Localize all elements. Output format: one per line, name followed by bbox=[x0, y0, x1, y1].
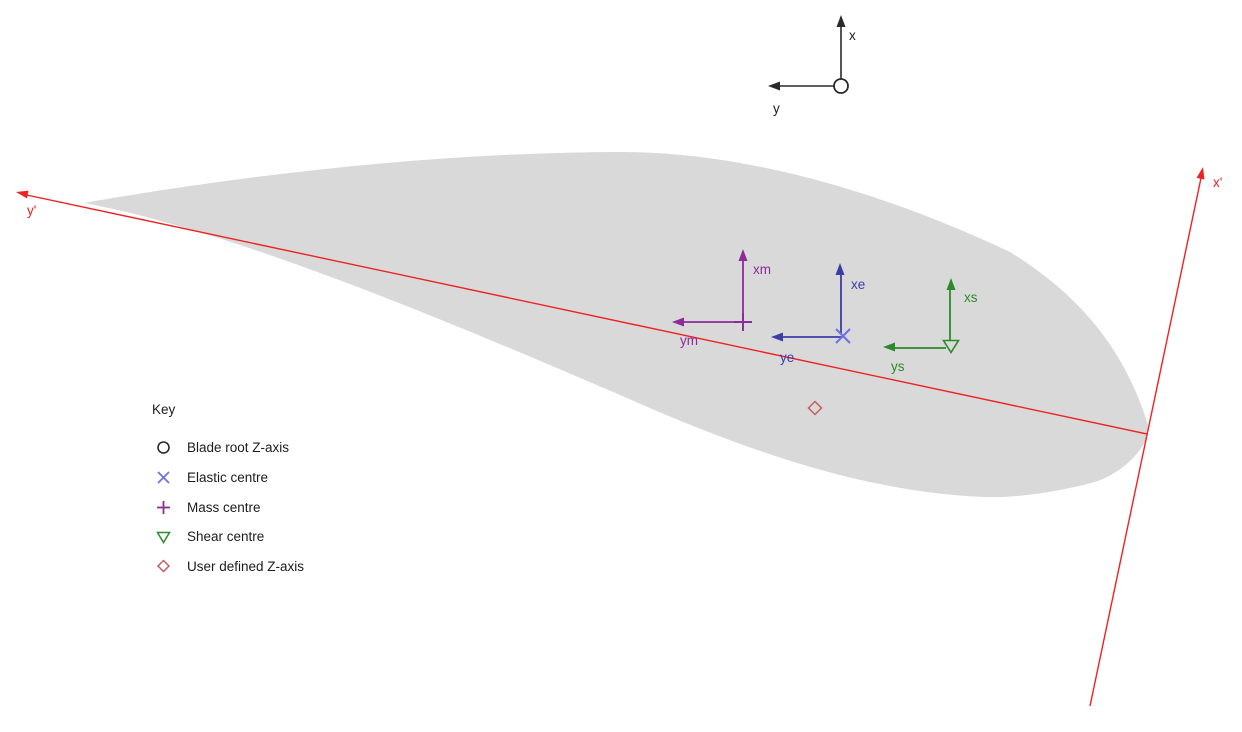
blade-root-axes: x y bbox=[768, 15, 856, 116]
diamond-icon bbox=[156, 559, 171, 573]
circle-icon bbox=[157, 441, 170, 454]
blade-root-origin-marker bbox=[833, 78, 849, 94]
shear-y-axis-arrowhead bbox=[883, 342, 895, 352]
blade-root-x-axis-arrowhead bbox=[836, 15, 846, 27]
rotated-axes: y' x' bbox=[16, 167, 1222, 707]
legend-label: Elastic centre bbox=[187, 470, 268, 485]
rotated-x-axis-label: x' bbox=[1213, 175, 1222, 190]
shear-y-axis-label: ys bbox=[891, 359, 905, 374]
rotated-y-axis-line bbox=[21, 193, 1148, 435]
mass-centre-axes: xm ym bbox=[672, 249, 771, 348]
legend: Key Blade root Z-axis Elastic centre Mas… bbox=[152, 402, 304, 574]
blade-aerofoil-shape bbox=[84, 152, 1149, 498]
rotated-x-axis-line bbox=[1089, 177, 1202, 707]
legend-title: Key bbox=[152, 402, 176, 417]
legend-label: Shear centre bbox=[187, 529, 264, 544]
legend-row-user-defined: User defined Z-axis bbox=[156, 559, 304, 574]
blade-root-y-axis-label: y bbox=[773, 101, 780, 116]
shear-centre-axes: xs ys bbox=[883, 278, 978, 374]
legend-label: Blade root Z-axis bbox=[187, 440, 289, 455]
blade-root-x-axis-label: x bbox=[849, 28, 856, 43]
mass-x-axis-label: xm bbox=[753, 262, 771, 277]
elastic-centre-x-marker bbox=[835, 328, 851, 344]
legend-row-mass: Mass centre bbox=[157, 500, 261, 515]
legend-row-shear: Shear centre bbox=[156, 529, 264, 544]
shear-x-axis-label: xs bbox=[964, 290, 978, 305]
rotated-y-axis-arrowhead bbox=[16, 190, 29, 199]
legend-label: User defined Z-axis bbox=[187, 559, 304, 574]
blade-root-y-axis-arrowhead bbox=[768, 81, 780, 91]
elastic-y-axis-label: ye bbox=[780, 350, 794, 365]
user-defined-z-axis-diamond-marker bbox=[807, 400, 823, 416]
rotated-y-axis-label: y' bbox=[27, 203, 36, 218]
rotated-x-axis-arrowhead bbox=[1196, 167, 1205, 180]
triangle-down-icon bbox=[156, 531, 171, 544]
shear-x-axis-arrowhead bbox=[946, 278, 956, 290]
legend-row-blade-root: Blade root Z-axis bbox=[157, 440, 289, 455]
elastic-centre-axes: xe ye bbox=[771, 263, 865, 365]
mass-centre-plus-marker bbox=[734, 313, 752, 331]
elastic-x-axis-label: xe bbox=[851, 277, 865, 292]
x-icon bbox=[157, 471, 170, 484]
mass-y-axis-arrowhead bbox=[672, 317, 684, 327]
elastic-y-axis-arrowhead bbox=[771, 332, 783, 342]
elastic-x-axis-arrowhead bbox=[835, 263, 845, 275]
mass-y-axis-label: ym bbox=[680, 333, 698, 348]
legend-row-elastic: Elastic centre bbox=[157, 470, 268, 485]
plus-icon bbox=[157, 501, 170, 514]
mass-x-axis-arrowhead bbox=[738, 249, 748, 261]
shear-centre-triangle-marker bbox=[942, 339, 960, 355]
legend-label: Mass centre bbox=[187, 500, 261, 515]
